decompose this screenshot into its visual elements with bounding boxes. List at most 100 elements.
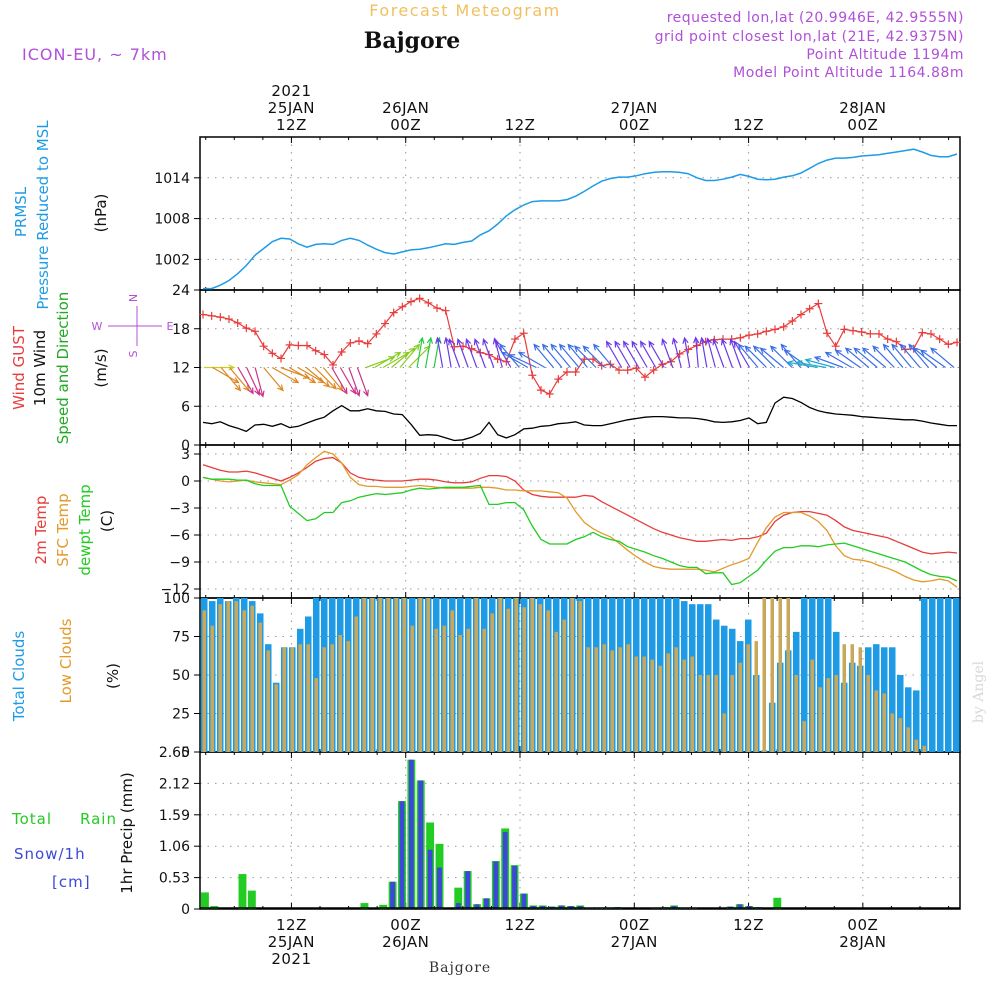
low-clouds-bar	[410, 625, 414, 752]
low-clouds-bar	[914, 739, 918, 752]
low-clouds-bar	[610, 650, 614, 752]
y-tick-label: 1002	[154, 252, 190, 268]
wind-direction-arrow	[853, 347, 878, 368]
time-label-bottom: 00Z	[390, 916, 421, 934]
low-clouds-bar	[682, 659, 686, 752]
y-tick-label: 3	[181, 447, 190, 463]
wind-direction-arrow	[705, 337, 716, 368]
gust-marker	[788, 317, 797, 325]
time-label-bottom: 2021	[271, 950, 311, 968]
wind-direction-arrow	[786, 360, 818, 369]
low-clouds-bar	[538, 604, 542, 752]
low-clouds-bar	[842, 644, 846, 752]
wind-direction-arrow	[246, 367, 260, 396]
wind-direction-arrow	[435, 336, 444, 368]
snow-unit-label: [cm]	[52, 873, 91, 891]
low-clouds-bar	[594, 647, 598, 752]
total-clouds-bar	[313, 598, 320, 752]
time-label-top: 12Z	[733, 116, 764, 134]
low-clouds-bar	[442, 625, 446, 752]
gust-marker	[242, 324, 251, 333]
low-clouds-bar	[370, 598, 374, 752]
temp-unit-label: (C)	[98, 510, 116, 532]
y-tick-label: −3	[169, 501, 190, 517]
low-clouds-bar	[210, 625, 214, 752]
time-label-top: 26JAN	[382, 99, 429, 117]
gust-marker	[736, 333, 745, 342]
low-clouds-bar	[258, 622, 262, 752]
wind-direction-arrow	[582, 345, 605, 368]
total-clouds-bar	[913, 690, 920, 752]
low-clouds-bar	[386, 598, 390, 752]
y-tick-label: 0	[181, 745, 190, 761]
low-clouds-bar	[626, 644, 630, 752]
gust-marker	[866, 329, 875, 338]
snow-bar	[427, 849, 433, 909]
wind-direction-arrow	[899, 343, 921, 368]
low-clouds-bar	[458, 634, 462, 752]
time-label-bottom: 12Z	[505, 916, 536, 934]
y-tick-label: 2.65	[159, 745, 190, 761]
gust-marker	[892, 337, 901, 346]
low-clouds-bar	[522, 607, 526, 752]
low-clouds-bar	[650, 659, 654, 752]
wind-direction-arrow	[912, 347, 938, 368]
low-clouds-bar	[426, 598, 430, 752]
low-clouds-bar	[658, 665, 662, 752]
gust-marker	[753, 329, 762, 338]
low-clouds-bar	[802, 721, 806, 752]
low-clouds-bar	[666, 653, 670, 752]
gust-marker	[554, 375, 563, 384]
rain-bar	[201, 892, 209, 909]
low-clouds-bar	[394, 598, 398, 752]
gust-marker	[207, 311, 216, 320]
precip-axis-label: 1hr Precip (mm)	[118, 772, 136, 893]
wind-direction-arrow	[592, 343, 614, 368]
low-clouds-bar	[298, 644, 302, 752]
low-clouds-bar	[506, 608, 510, 752]
rain-bar	[360, 903, 369, 909]
wind-direction-arrow	[212, 366, 240, 384]
low-clouds-bar	[866, 675, 870, 752]
low-clouds-bar	[402, 598, 406, 752]
gust-marker	[641, 373, 649, 382]
low-clouds-bar	[826, 678, 830, 752]
snow-bar	[483, 898, 489, 909]
gust-marker	[935, 335, 944, 344]
wind-direction-arrow	[834, 349, 861, 368]
wind-direction-arrow	[844, 347, 870, 368]
snow-bar	[390, 881, 396, 909]
time-label-bottom: 12Z	[733, 916, 764, 934]
y-tick-label: 1014	[154, 171, 190, 187]
gust-marker	[381, 319, 389, 328]
low-clouds-bar	[642, 656, 646, 752]
gust-marker	[407, 297, 415, 306]
y-tick-label: 0	[181, 438, 190, 454]
low-clouds-bar	[850, 644, 854, 752]
low-clouds-bar	[554, 631, 558, 752]
prmsl-label: PRMSL	[12, 186, 30, 237]
y-tick-label: 12	[172, 361, 190, 377]
low-clouds-bar	[674, 647, 678, 752]
gust-marker	[251, 327, 259, 336]
y-tick-label: 0.53	[159, 871, 190, 887]
wind-direction-arrow	[456, 338, 469, 368]
wind-direction-arrow	[872, 345, 895, 368]
wind-direction-arrow	[237, 367, 254, 395]
low-clouds-bar	[362, 598, 366, 752]
time-label-top: 28JAN	[839, 99, 886, 117]
low-clouds-bar	[714, 675, 718, 752]
model-altitude: Model Point Altitude 1164.88m	[733, 65, 964, 81]
low-clouds-label: Low Clouds	[57, 618, 75, 703]
low-clouds-bar	[490, 613, 494, 752]
gust-marker	[537, 386, 545, 395]
low-clouds-bar	[266, 650, 270, 752]
wind-direction-arrow	[682, 336, 691, 368]
wind-direction-arrow	[448, 338, 461, 368]
total-clouds-bar	[945, 598, 952, 752]
temp-2m-line	[202, 456, 958, 555]
y-tick-label: 0	[181, 474, 190, 490]
pressure-msl-label: Pressure Reduced to MSL	[34, 120, 52, 310]
wind-direction-arrow	[693, 336, 700, 368]
wind-direction-arrow	[473, 338, 486, 368]
